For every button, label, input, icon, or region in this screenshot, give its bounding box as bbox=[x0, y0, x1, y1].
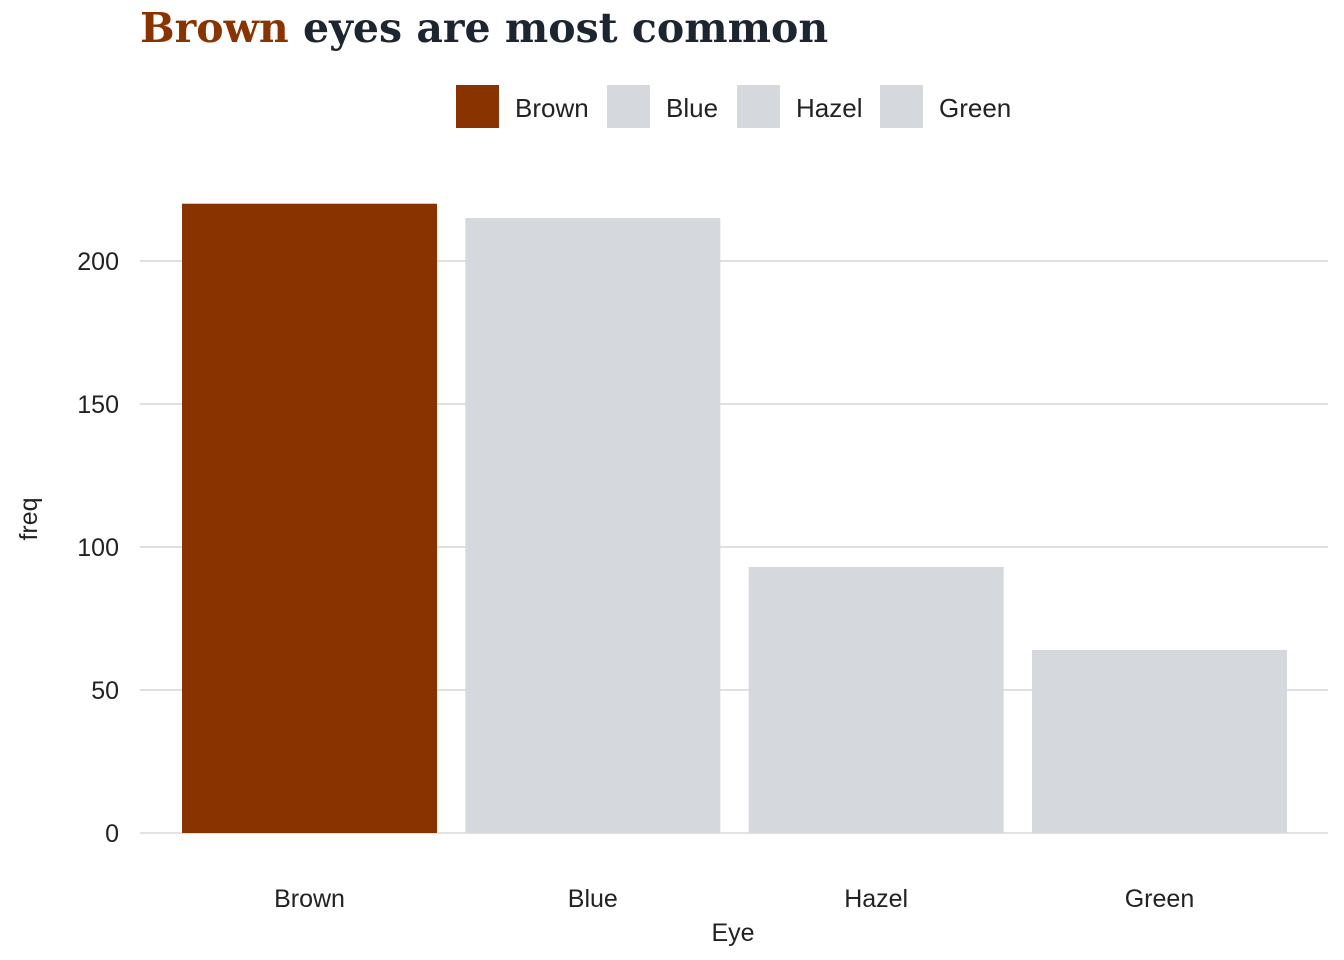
x-tick-label-blue: Blue bbox=[568, 885, 618, 913]
legend: Brown Blue Hazel Green bbox=[456, 85, 1011, 128]
legend-swatch-hazel bbox=[737, 85, 780, 128]
bars bbox=[182, 203, 1287, 833]
y-tick-label-50: 50 bbox=[91, 677, 119, 705]
y-axis-label: freq bbox=[15, 497, 43, 540]
y-axis-ticks: 0 50 100 150 200 bbox=[77, 248, 119, 848]
x-axis-label: Eye bbox=[711, 919, 754, 947]
x-tick-label-brown: Brown bbox=[274, 885, 345, 913]
legend-swatch-green bbox=[880, 85, 923, 128]
y-tick-label-150: 150 bbox=[77, 391, 119, 419]
bar-green bbox=[1031, 649, 1287, 833]
bar-hazel bbox=[748, 566, 1004, 833]
legend-label-green: Green bbox=[939, 93, 1011, 123]
y-tick-label-200: 200 bbox=[77, 248, 119, 276]
y-tick-label-100: 100 bbox=[77, 534, 119, 562]
legend-label-hazel: Hazel bbox=[796, 93, 862, 123]
x-tick-label-green: Green bbox=[1125, 885, 1194, 913]
bar-blue bbox=[465, 218, 721, 833]
chart-title-rest: eyes are most common bbox=[288, 4, 829, 52]
bar-brown bbox=[182, 203, 437, 833]
x-tick-label-hazel: Hazel bbox=[844, 885, 908, 913]
legend-swatch-blue bbox=[607, 85, 650, 128]
legend-label-blue: Blue bbox=[666, 93, 718, 123]
y-tick-label-0: 0 bbox=[105, 820, 119, 848]
chart-title-highlight: Brown bbox=[140, 4, 289, 52]
chart-title: Brown eyes are most common bbox=[140, 4, 828, 52]
legend-swatch-brown bbox=[456, 85, 499, 128]
legend-label-brown: Brown bbox=[515, 93, 589, 123]
x-axis-ticks: Brown Blue Hazel Green bbox=[274, 885, 1194, 913]
